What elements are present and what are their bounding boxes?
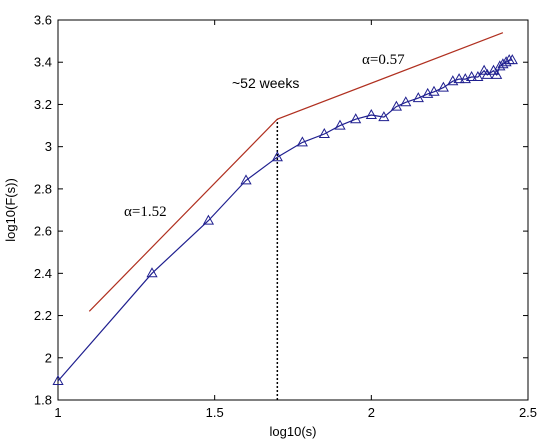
y-tick-label: 3 [45, 139, 52, 154]
y-tick-label: 3.2 [34, 97, 52, 112]
data-point-marker [146, 267, 158, 278]
data-point-marker [318, 127, 330, 138]
data-point-marker [491, 68, 503, 79]
y-tick-label: 2.4 [34, 266, 52, 281]
y-axis-label: log10(F(s)) [3, 178, 18, 242]
annotation-alpha-upper: α=0.57 [362, 52, 405, 68]
y-tick-label: 2.8 [34, 181, 52, 196]
data-point-marker [465, 70, 478, 81]
y-tick-label: 2.6 [34, 224, 52, 239]
data-point-marker [428, 85, 440, 96]
data-point-marker [453, 73, 465, 84]
annotation-alpha-lower: α=1.52 [124, 204, 167, 220]
data-point-marker [506, 54, 518, 65]
data-point-marker [52, 374, 64, 385]
data-point-marker [365, 108, 377, 119]
y-tick-label: 1.8 [34, 393, 52, 408]
x-tick-label: 2.5 [519, 405, 537, 420]
x-axis-label: log10(s) [270, 424, 317, 439]
annotations-group: α=0.57 ~52 weeks α=1.52 [124, 52, 405, 220]
annotation-52-weeks: ~52 weeks [232, 75, 299, 91]
data-point-marker [334, 119, 346, 130]
y-tick-label: 3.4 [34, 55, 52, 70]
data-point-marker [240, 174, 252, 185]
data-point-marker [296, 136, 308, 147]
data-point-marker [412, 92, 424, 103]
series-group [52, 32, 518, 385]
y-tick-label: 2.2 [34, 308, 52, 323]
y-tick-label: 3.6 [34, 13, 52, 28]
data-point-marker [350, 113, 362, 124]
axis-ticks: 1 1.5 2 2.5 1.8 2 2.2 2.4 2.6 2.8 3 3.2 3.4 3.6 [34, 13, 537, 421]
x-tick-label: 2 [368, 405, 375, 420]
series-line-1 [88, 32, 504, 312]
data-point-marker [400, 96, 412, 107]
data-point-marker [478, 64, 490, 75]
data-point-marker [472, 70, 484, 81]
data-point-marker [202, 214, 215, 225]
data-point-marker [271, 151, 283, 162]
y-tick-label: 2 [45, 350, 52, 365]
x-tick-label: 1.5 [206, 405, 224, 420]
data-point-marker [437, 81, 449, 92]
data-point-marker [390, 100, 403, 111]
x-tick-label: 1 [54, 405, 61, 420]
series-line-0 [57, 59, 513, 382]
data-point-marker [378, 111, 390, 122]
